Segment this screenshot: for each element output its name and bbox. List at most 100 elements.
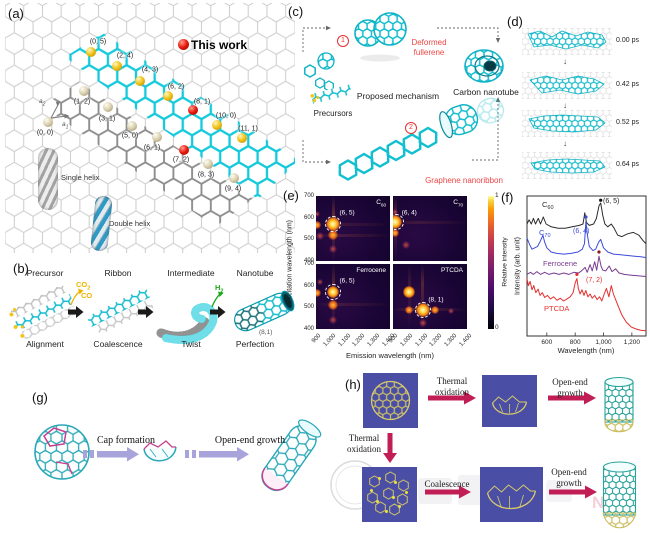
svg-text:1,000: 1,000 [595,339,612,346]
down-arrow-icon: ↓ [563,139,567,148]
panel-f-pl-spectra: (f) 600 800 1,000 1,200 C60 (6, 5) C70 (6, 4) Fe… [497,186,650,366]
panel-d-md-snapshots: (d) 0.00 ps ↓ 0.42 ps ↓ 0.52 ps ↓ 0.64 ps [505,8,650,188]
peak-label: (7, 2) [586,277,602,284]
peak-annotation-label: (6, 4) [401,209,417,217]
chirality-label: (7, 2) [172,156,190,164]
colorbar-min: 0 [495,324,499,331]
single-helix-graphic [38,148,58,210]
h2-label: H2 [215,283,224,295]
emission-tick: 1,400 [458,333,474,348]
snapshot-time: 0.42 ps [616,81,639,88]
md-snapshot-frame [522,110,612,137]
panel-h-label: (h) [345,377,361,392]
chirality-sphere-yellow [86,47,96,57]
legend-red-dot [178,39,189,50]
spectrum-curve [526,278,647,332]
chirality-sphere-yellow [237,133,247,143]
chirality-sphere-yellow [163,91,173,101]
pl-hotspot [316,211,321,218]
cap-formation-label: Cap formation [96,435,156,446]
process-step-label: Coalescence [424,479,470,489]
chirality-label: (9, 4) [224,185,242,193]
series-name-label: PTCDA [544,304,569,313]
precursor-graphic [9,284,78,340]
pl-hotspot [329,315,338,324]
snapshot-time: 0.52 ps [616,119,639,126]
chirality-sphere-yellow [212,120,222,130]
peak-annotation-label: (6, 5) [339,277,355,285]
intensity-streak [421,264,425,329]
pl-hotspot [329,245,338,254]
emission-tick: 1,100 [414,333,429,348]
process-step-label: Thermal oxidation [435,376,469,397]
nanoribbon-tube-ghost [476,97,505,124]
emission-tick: 1,000 [322,333,338,348]
chirality-label: (5, 0) [121,132,139,140]
chirality-label: (8, 3) [197,171,215,179]
frame-fragments [362,467,417,522]
colorbar [488,196,494,329]
graphene-nanoribbon-graphic [338,126,438,181]
pl-hotspot [328,230,339,240]
panel-f-label: (f) [501,190,514,205]
pl-hotspot [393,229,400,238]
series-name-label: C60 [542,200,554,211]
double-helix-label: Double helix [109,219,151,228]
peak-annotation-label: (8, 1) [428,296,444,304]
graphene-lattice [5,3,299,253]
stage-nanotube: Nanotube [236,268,274,278]
panel-e-label: (e) [283,188,299,203]
ple-map: (6, 5) Ferrocene [316,264,390,329]
chirality-sphere-tan [229,173,239,183]
stage-twist: Twist [181,339,201,349]
fullerene-wireframe [370,380,411,421]
map-name-label: PTCDA [440,267,463,274]
panel-e-ple-maps: (e) Excitation wavelength (nm) Emission … [283,186,518,366]
map-name-label: Ferrocene [356,267,386,274]
step-2-badge: 2 [405,122,417,134]
chirality-sphere-red [179,145,189,155]
carbon-nanotube-label: Carbon nanotube [453,87,519,97]
peak-label: (6, 4) [573,228,589,235]
stage-precursor: Precursor [26,268,64,278]
pl-hotspot [418,318,427,327]
pl-hotspot [393,209,399,216]
pl-hotspot [401,241,410,250]
chirality-sphere-tan [203,159,213,169]
process-step-label: Open-end growth [552,377,588,398]
intensity-streak [316,233,390,237]
ribbon-graphic [86,287,154,335]
proposed-mechanism-label: Proposed mechanism [356,91,440,101]
svg-text:1,200: 1,200 [624,339,641,346]
fullerene-graphic [34,424,90,480]
h2-release-arrow [211,291,224,308]
precursors-graphic [304,52,353,104]
legend-this-work: This work [191,38,248,52]
pl-hotspot [316,279,323,286]
chirality-label: (8, 1) [193,98,211,106]
chirality-label: (6, 2) [167,83,185,91]
emission-tick: 1,300 [443,333,459,348]
snapshot-time: 0.00 ps [616,37,639,44]
excitation-tick: 400 [303,326,314,332]
single-helix-label: Single helix [61,173,100,182]
pl-hotspot [405,305,414,314]
excitation-tick: 700 [303,261,314,267]
chirality-sphere-tan [152,132,162,142]
pl-hotspot [316,232,324,241]
series-name-label: Ferrocene [543,259,577,268]
chirality-label: (11, 1) [238,125,258,133]
emission-tick: 1,300 [366,333,382,348]
colorbar-max: 1 [495,192,499,199]
emission-tick: 1,100 [337,333,352,348]
snapshot-time: 0.64 ps [616,161,639,168]
carbon-nanotube-graphic [464,49,504,83]
ple-map: (8, 1) PTCDA [393,264,467,329]
fragments-wireframe [367,471,409,516]
nanotube-chirality-label: (8,1) [259,329,273,336]
ple-map: (6, 5) C60 [316,196,390,261]
pl-hotspot [447,307,454,314]
chirality-label: (4, 3) [141,66,159,74]
svg-text:600: 600 [541,339,552,346]
panel-h-oxidation-routes: (h) NEW [330,372,650,533]
